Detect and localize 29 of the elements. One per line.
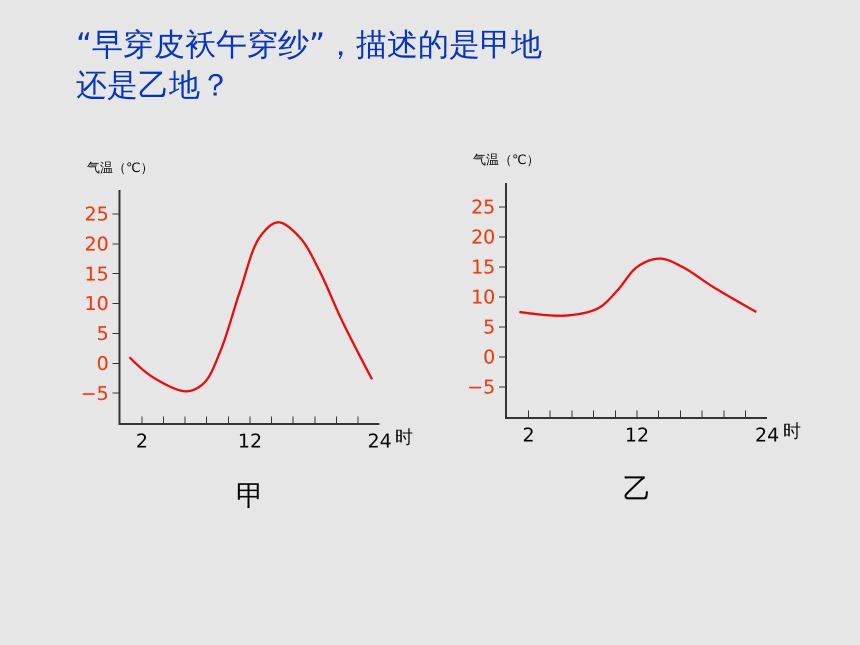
y-tick-label: 0 (483, 346, 496, 369)
x-tick-label: 2 (136, 430, 148, 453)
line-series (128, 221, 374, 392)
y-tick-label: 0 (96, 352, 109, 375)
y-tick-label: 5 (483, 316, 496, 339)
x-tick-label: 24 (368, 430, 392, 453)
line-series (518, 258, 758, 317)
text: 甲 (236, 479, 264, 512)
x-tick-label: 12 (238, 430, 262, 453)
y-axis-title: 气温（℃） (87, 161, 154, 176)
text: 乙 (623, 472, 651, 505)
x-tick-label: 2 (522, 424, 535, 447)
x-tick-label: 12 (624, 424, 650, 447)
y-tick-label: 20 (84, 233, 109, 256)
y-tick-label: 15 (84, 263, 109, 286)
y-tick-label: 15 (471, 256, 496, 279)
x-axis-title: 时 (395, 427, 413, 448)
y-tick-label: 5 (96, 323, 109, 346)
y-tick-label: −5 (80, 382, 109, 405)
y-axis-title: 气温（℃） (473, 153, 540, 168)
y-tick-label: 10 (471, 286, 496, 309)
x-tick-label: 24 (755, 424, 780, 447)
y-tick-label: −5 (467, 376, 496, 399)
y-tick-label: 25 (471, 196, 496, 219)
x-axis-title: 时 (783, 421, 801, 442)
chart-title: “早穿皮袄午穿纱”，描述的是甲地还是乙地？ (76, 27, 542, 104)
y-tick-label: 25 (84, 204, 109, 226)
y-tick-label: 10 (84, 293, 109, 316)
y-tick-label: 20 (471, 226, 496, 249)
